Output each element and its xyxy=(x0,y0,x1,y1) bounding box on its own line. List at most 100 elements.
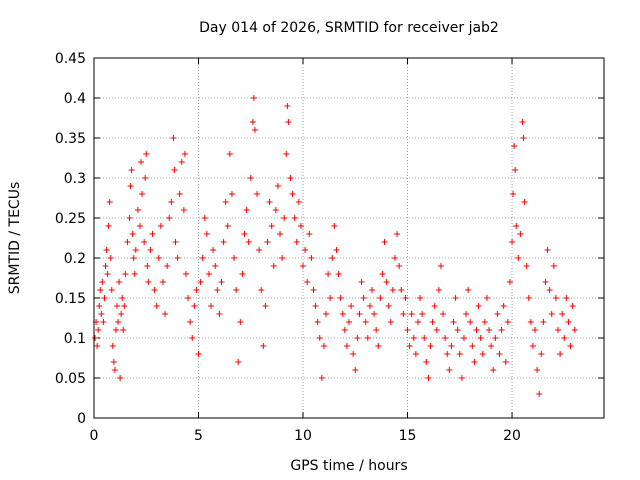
data-point xyxy=(241,231,248,237)
data-point xyxy=(460,335,467,341)
data-point xyxy=(394,231,401,237)
data-point xyxy=(268,223,275,229)
data-point xyxy=(272,207,279,213)
data-point xyxy=(197,279,204,285)
data-point xyxy=(287,175,294,181)
data-point xyxy=(442,335,449,341)
x-tick-label: 10 xyxy=(294,428,312,444)
data-point xyxy=(559,311,566,317)
data-point xyxy=(555,327,562,333)
data-point xyxy=(228,191,235,197)
data-point xyxy=(536,391,543,397)
data-point xyxy=(352,367,359,373)
data-point xyxy=(450,319,457,325)
data-point xyxy=(270,263,277,269)
data-point xyxy=(99,279,106,285)
data-point xyxy=(102,263,109,269)
data-point xyxy=(243,207,250,213)
data-point xyxy=(166,215,173,221)
data-point xyxy=(314,319,321,325)
data-point xyxy=(101,295,108,301)
data-point xyxy=(527,319,534,325)
data-point xyxy=(421,335,428,341)
data-point xyxy=(239,271,246,277)
data-point xyxy=(185,295,192,301)
x-tick-label: 15 xyxy=(399,428,417,444)
data-point xyxy=(467,319,474,325)
data-point xyxy=(346,319,352,325)
data-point xyxy=(306,231,313,237)
data-point xyxy=(552,295,559,301)
data-point xyxy=(542,279,549,285)
data-point xyxy=(155,255,162,261)
data-point xyxy=(381,239,388,245)
data-point xyxy=(423,359,430,365)
data-point xyxy=(429,319,436,325)
data-point xyxy=(463,311,470,317)
data-point xyxy=(475,303,482,309)
data-point xyxy=(281,215,288,221)
data-point xyxy=(454,327,461,333)
data-point xyxy=(425,375,432,381)
data-point xyxy=(492,335,499,341)
data-point xyxy=(214,287,221,293)
data-point xyxy=(142,175,149,181)
data-point xyxy=(283,151,290,157)
data-point xyxy=(112,327,119,333)
data-point xyxy=(226,151,233,157)
y-axis-label: SRMTID / TECUs xyxy=(7,182,23,295)
data-point xyxy=(548,311,555,317)
data-point xyxy=(534,367,541,373)
data-point xyxy=(297,223,304,229)
data-point xyxy=(550,263,557,269)
data-point xyxy=(136,223,143,229)
data-point xyxy=(218,279,225,285)
data-point xyxy=(333,247,340,253)
data-point xyxy=(113,303,120,309)
data-point xyxy=(362,319,369,325)
data-point xyxy=(427,343,434,349)
data-point xyxy=(178,159,185,165)
data-point xyxy=(96,303,103,309)
data-point xyxy=(373,327,380,333)
data-point xyxy=(266,199,273,205)
data-point xyxy=(565,319,572,325)
data-point xyxy=(171,167,178,173)
data-point xyxy=(189,335,196,341)
data-point xyxy=(176,191,183,197)
data-point xyxy=(105,223,112,229)
data-point xyxy=(500,303,507,309)
data-point xyxy=(377,295,384,301)
data-point xyxy=(117,375,124,381)
data-point xyxy=(513,223,520,229)
data-point xyxy=(203,231,210,237)
data-point xyxy=(494,311,501,317)
data-point xyxy=(119,295,126,301)
data-point xyxy=(569,303,576,309)
data-point xyxy=(256,247,263,253)
data-point xyxy=(277,231,284,237)
data-point xyxy=(389,287,396,293)
data-point xyxy=(106,199,113,205)
data-point xyxy=(212,263,219,269)
data-point xyxy=(440,311,447,317)
data-point xyxy=(567,343,574,349)
y-tick-label: 0.15 xyxy=(55,291,86,307)
data-point xyxy=(245,239,252,245)
data-point xyxy=(116,279,123,285)
data-point xyxy=(201,215,208,221)
data-point xyxy=(98,311,105,317)
data-point xyxy=(371,311,378,317)
data-point xyxy=(129,231,136,237)
data-point xyxy=(546,287,553,293)
y-tick-label: 0.05 xyxy=(55,371,86,387)
data-point xyxy=(172,239,179,245)
data-point xyxy=(95,327,102,333)
data-point xyxy=(520,135,527,141)
data-point xyxy=(316,335,323,341)
data-point xyxy=(341,327,348,333)
data-point xyxy=(446,367,453,373)
data-point xyxy=(506,279,513,285)
data-point xyxy=(274,183,281,189)
y-tick-label: 0.3 xyxy=(64,171,86,187)
